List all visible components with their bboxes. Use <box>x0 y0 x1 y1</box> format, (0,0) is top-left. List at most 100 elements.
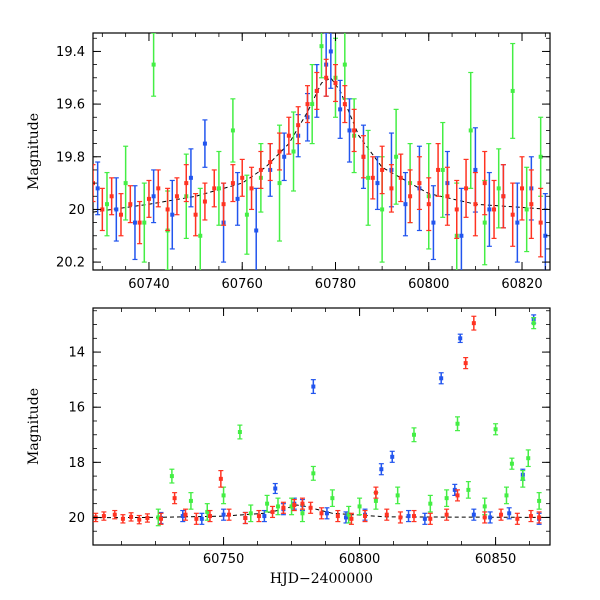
data-point <box>244 212 249 217</box>
data-point <box>109 194 114 199</box>
bottom-series-2-point <box>357 497 363 516</box>
top-series-2-point <box>393 108 399 205</box>
top-series-3-point <box>249 166 255 211</box>
data-point <box>335 514 340 519</box>
data-point <box>428 501 433 506</box>
bottom-series-2-point <box>289 497 295 516</box>
bottom-series-1-point <box>406 509 412 523</box>
data-point <box>314 88 319 93</box>
data-point <box>270 509 275 514</box>
top-series-3-point <box>277 132 283 171</box>
top-series-3-point <box>118 193 124 237</box>
top-series-2-point <box>319 33 324 79</box>
data-point <box>194 516 199 521</box>
bottom-series-3-point <box>193 512 199 525</box>
data-point <box>227 512 232 517</box>
top-series-1-point <box>253 187 259 270</box>
top-series-1-point <box>151 169 157 224</box>
data-point <box>342 102 347 107</box>
data-point <box>146 196 151 201</box>
top-series-3-point <box>463 158 469 218</box>
data-point <box>454 207 459 212</box>
data-point <box>328 49 333 54</box>
bottom-series-2-point <box>237 424 243 440</box>
data-point <box>471 321 476 326</box>
y-tick-label: 20.2 <box>56 256 85 271</box>
bottom-series-3-point <box>463 357 469 370</box>
bottom-series-3-point <box>319 507 324 520</box>
data-point <box>286 133 291 138</box>
bottom-y-axis-label: Magnitude <box>26 388 42 465</box>
data-point <box>221 493 226 498</box>
y-tick-label: 18 <box>68 456 85 471</box>
bottom-series-3-point <box>144 513 150 523</box>
y-tick-label: 20 <box>68 511 85 526</box>
bottom-series-1-point <box>199 512 205 525</box>
data-point <box>118 212 123 217</box>
top-series-1-point <box>514 182 520 263</box>
data-point <box>499 512 504 517</box>
data-point <box>137 220 142 225</box>
data-point <box>289 504 294 509</box>
top-model-curve <box>93 77 550 213</box>
data-point <box>488 515 493 520</box>
bottom-series-2-point <box>503 486 509 505</box>
top-series-1-point <box>328 33 334 89</box>
data-point <box>526 456 531 461</box>
data-point <box>411 514 416 519</box>
bottom-series-3-point <box>242 511 248 525</box>
data-point <box>221 512 226 517</box>
data-point <box>515 220 520 225</box>
bottom-x-axis-label: HJD−2400000 <box>270 571 373 587</box>
top-series-2-point <box>468 71 474 189</box>
data-point <box>482 220 487 225</box>
top-series-3-point <box>454 179 460 239</box>
data-point <box>398 515 403 520</box>
top-series-1-point <box>486 171 492 247</box>
data-point <box>324 75 329 80</box>
data-point <box>543 233 548 238</box>
data-point <box>300 501 305 506</box>
top-series-3-point <box>286 116 292 155</box>
bottom-series-2-point <box>346 505 352 524</box>
top-series-3-point <box>174 177 180 216</box>
data-point <box>529 202 534 207</box>
bottom-series-2-point <box>395 486 401 505</box>
data-point <box>459 233 464 238</box>
top-series-1-point <box>542 193 548 270</box>
top-series-2-point <box>291 111 297 192</box>
top-series-3-point <box>426 177 432 232</box>
data-point <box>216 186 221 191</box>
y-tick-label: 19.8 <box>56 150 85 165</box>
data-point <box>444 512 449 517</box>
bottom-series-2 <box>155 317 542 527</box>
x-tick-label: 60780 <box>315 277 356 292</box>
data-point <box>169 474 174 479</box>
data-point <box>275 504 280 509</box>
data-point <box>151 62 156 67</box>
data-point <box>352 128 357 133</box>
top-series-2-point <box>123 145 129 221</box>
top-series-3-point <box>239 158 245 197</box>
data-point <box>156 186 161 191</box>
top-series-3-point <box>193 193 199 237</box>
data-point <box>258 167 263 172</box>
bottom-series-3-point <box>362 509 368 523</box>
bottom-series-2-point <box>169 468 175 484</box>
data-point <box>311 471 316 476</box>
y-tick-label: 19.6 <box>56 98 85 113</box>
data-point <box>520 186 525 191</box>
bottom-series-2-point <box>536 492 542 510</box>
bottom-series-2-point <box>275 497 281 516</box>
data-point <box>330 496 335 501</box>
data-point <box>319 511 324 516</box>
top-series-2-point <box>440 121 446 218</box>
bottom-series-3-point <box>280 501 286 514</box>
bottom-series-1-point <box>438 372 444 385</box>
data-point <box>452 487 457 492</box>
top-series-3-point <box>472 171 478 237</box>
data-point <box>308 505 313 510</box>
bottom-series-2-point <box>310 465 316 481</box>
top-series-1-point <box>132 185 138 261</box>
top-series-3-point <box>510 182 516 247</box>
